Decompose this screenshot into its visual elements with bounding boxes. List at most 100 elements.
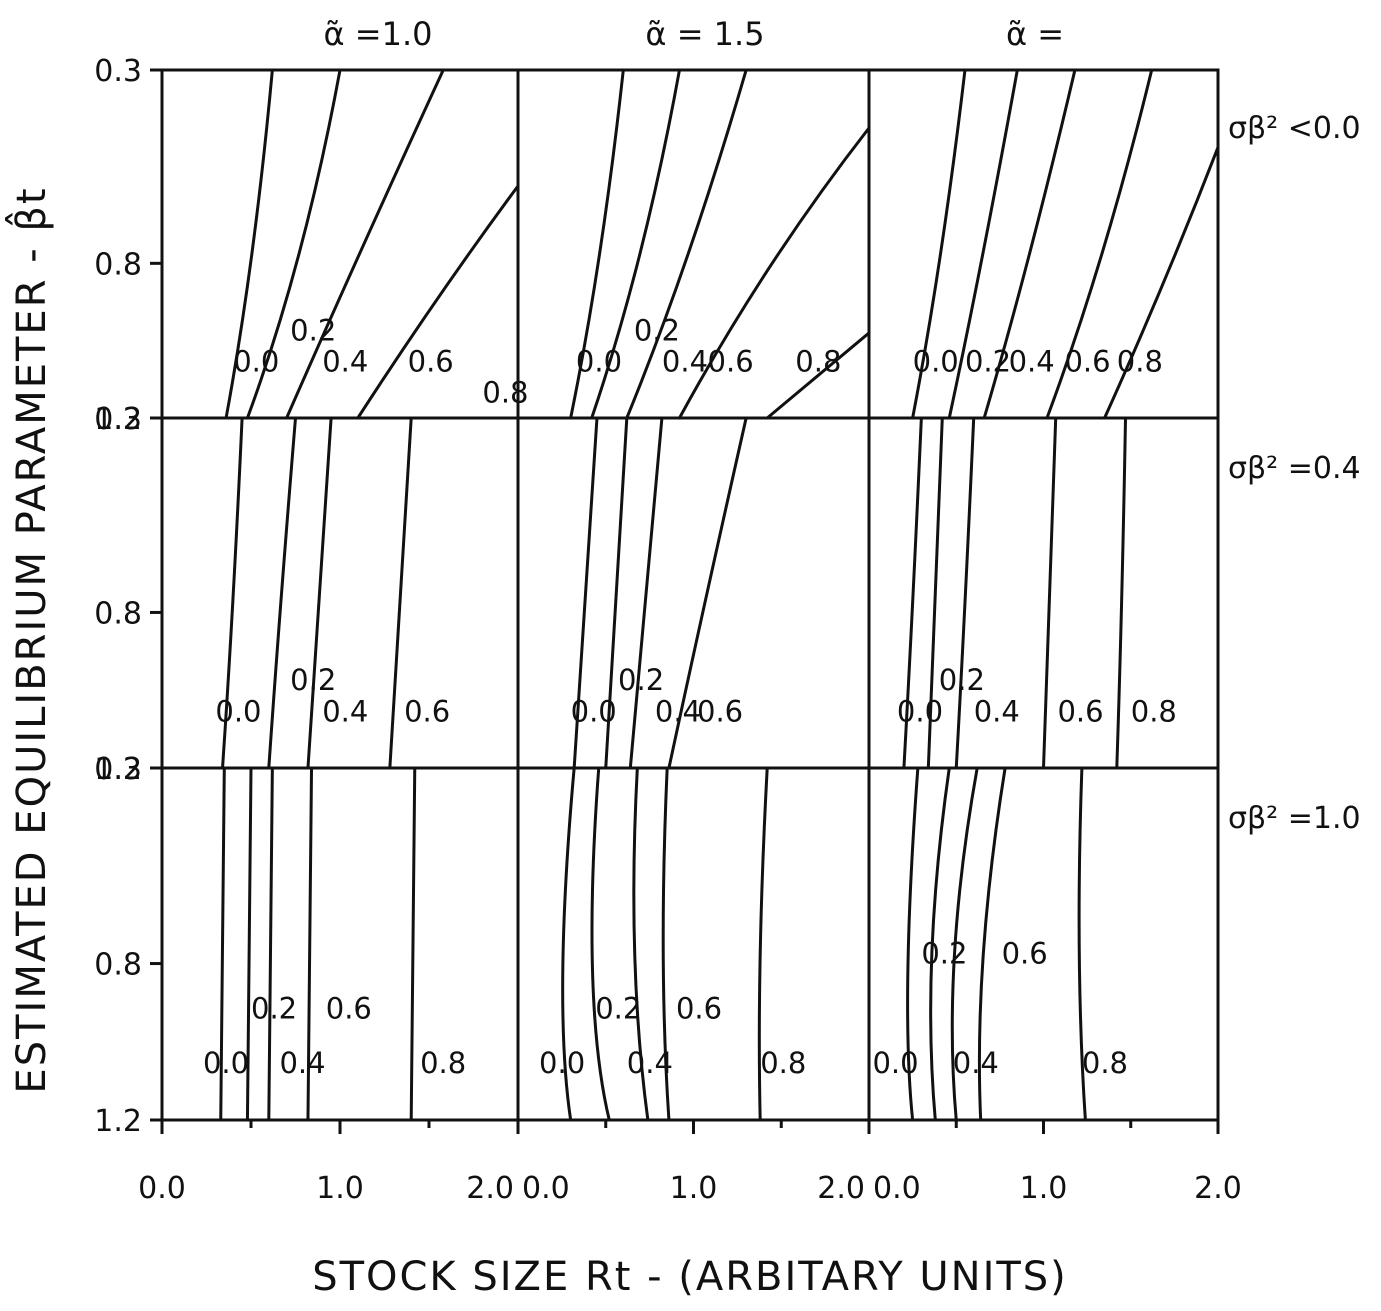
y-tick-label-r2-0.8: 0.8: [94, 596, 142, 631]
contour-label-r2-c1-0.0: 0.0: [215, 694, 261, 728]
contour-label-r1-c3-0.6: 0.6: [1064, 345, 1110, 379]
contour-line-r3-c2-0.8: [757, 766, 769, 1122]
y-tick-label-r2-0.3: 0.3: [94, 402, 142, 437]
contour-label-r1-c2-0.0: 0.0: [576, 345, 622, 379]
axis-ticks: 0.30.81.20.30.81.20.30.81.20.0 1.0 2.0 0.0 1…: [94, 54, 1242, 1206]
y-tick-label-r1-0.3: 0.3: [94, 54, 142, 89]
contour-line-r3-c1-0.2: [245, 766, 253, 1122]
y-tick-label-r2-1.2: 1.2: [94, 752, 142, 787]
contour-line-r1-c3-0.6: [1045, 68, 1154, 420]
contour-label-r2-c1-0.6: 0.6: [404, 694, 450, 728]
contour-line-r1-c2-0.0: [569, 68, 625, 420]
contour-label-r3-c1-0.8: 0.8: [420, 1046, 466, 1080]
contour-label-r2-c2-0.2: 0.2: [618, 663, 664, 697]
x-tick-label-c1-0.0: 0.0: [138, 1171, 186, 1206]
panel-frames: [160, 68, 1220, 1122]
contour-line-r1-c2-0.8: [765, 331, 871, 420]
contour-line-r3-c1-0.6: [306, 766, 314, 1122]
contour-line-r3-c3-0.2: [929, 766, 951, 1122]
contour-label-r3-c2-0.8: 0.8: [760, 1046, 806, 1080]
contour-label-r1-c2-0.4: 0.4: [662, 345, 708, 379]
x-tick-label-c3-2.0: 2.0: [1194, 1171, 1242, 1206]
contour-line-r3-c2-0.0: [561, 766, 576, 1122]
x-tick-label-c2-0.0: 0.0: [522, 1171, 570, 1206]
contour-label-r1-c1-0.2: 0.2: [290, 314, 336, 348]
contour-label-r2-c1-0.4: 0.4: [322, 694, 368, 728]
contour-line-r3-c3-0.0: [906, 766, 920, 1122]
contour-label-r1-c2-0.2: 0.2: [634, 314, 680, 348]
contour-label-r3-c3-0.2: 0.2: [921, 937, 967, 971]
x-tick-label-c2-1.0: 1.0: [670, 1171, 718, 1206]
y-tick-label-r1-1.2: 1.2: [94, 402, 142, 437]
contour-line-r2-c2-0.2: [604, 416, 629, 770]
x-axis-label: STOCK SIZE Rt - (ARBITARY UNITS): [312, 1254, 1068, 1300]
contour-label-r1-c3-0.2: 0.2: [965, 345, 1011, 379]
contour-level-labels: 0.00.20.4 0.60.80.00.20.4 0.6 0.8 0.0 0.20.4 0…: [203, 314, 1177, 1080]
contour-label-r3-c1-0.0: 0.0: [203, 1046, 249, 1080]
y-tick-label-r3-0.8: 0.8: [94, 948, 142, 983]
contour-line-r1-c1-0.2: [245, 68, 342, 420]
contour-line-r1-c3-0.0: [911, 68, 967, 420]
contour-label-r1-c1-0.0: 0.0: [233, 345, 279, 379]
contour-line-r2-c1-0.2: [267, 416, 297, 770]
contour-line-r3-c1-0.8: [409, 766, 417, 1122]
y-tick-label-r3-0.3: 0.3: [94, 752, 142, 787]
contour-label-r2-c2-0.4: 0.4: [655, 694, 701, 728]
contour-label-r1-c1-0.4: 0.4: [322, 345, 368, 379]
contour-label-r3-c3-0.8: 0.8: [1082, 1046, 1128, 1080]
contour-line-r2-c2-0.0: [572, 416, 599, 770]
column-title-1: α̃ =1.0: [324, 15, 433, 53]
contour-line-r1-c1-0.6: [356, 184, 520, 420]
contour-line-r3-c3-0.4: [950, 766, 979, 1122]
contour-label-r1-c1-0.8: 0.8: [482, 376, 528, 410]
contour-label-r2-c3-0.6: 0.6: [1057, 694, 1103, 728]
y-tick-label-r1-0.8: 0.8: [94, 247, 142, 282]
contour-line-r2-c1-0.0: [221, 416, 244, 770]
x-tick-label-c1-2.0: 2.0: [466, 1171, 514, 1206]
contour-line-r2-c2-0.6: [667, 416, 748, 770]
contour-label-r2-c3-0.2: 0.2: [939, 663, 985, 697]
contour-line-r2-c2-0.4: [628, 416, 664, 770]
contour-line-r2-c3-0.8: [1115, 416, 1128, 770]
row-title-2: σβ² =0.4: [1228, 451, 1361, 486]
contour-line-r1-c2-0.2: [590, 68, 681, 420]
contour-line-r1-c3-0.4: [982, 68, 1077, 420]
row-title-3: σβ² =1.0: [1228, 801, 1361, 836]
contour-label-r1-c2-0.8: 0.8: [795, 345, 841, 379]
x-tick-label-c3-0.0: 0.0: [873, 1171, 921, 1206]
x-tick-label-c1-1.0: 1.0: [316, 1171, 364, 1206]
x-tick-label-c2-2.0: 2.0: [817, 1171, 865, 1206]
contour-label-r1-c3-0.8: 0.8: [1117, 345, 1163, 379]
contour-label-r3-c3-0.4: 0.4: [953, 1046, 999, 1080]
contour-line-r1-c1-0.4: [285, 68, 445, 420]
contour-line-r2-c1-0.4: [306, 416, 333, 770]
contour-line-r1-c3-0.8: [1103, 145, 1220, 420]
contour-line-r3-c2-0.6: [661, 766, 671, 1122]
contour-label-r1-c3-0.0: 0.0: [913, 345, 959, 379]
contour-line-r3-c1-0.0: [219, 766, 226, 1122]
contour-label-r2-c3-0.0: 0.0: [897, 694, 943, 728]
contour-label-r1-c2-0.6: 0.6: [708, 345, 754, 379]
contour-label-r3-c2-0.4: 0.4: [627, 1046, 673, 1080]
contour-label-r2-c3-0.8: 0.8: [1131, 694, 1177, 728]
column-title-2: α̃ = 1.5: [645, 15, 764, 53]
contour-label-r3-c1-0.4: 0.4: [279, 1046, 325, 1080]
contour-label-r2-c3-0.4: 0.4: [974, 694, 1020, 728]
contour-line-r3-c2-0.4: [632, 766, 650, 1122]
contour-line-r2-c3-0.4: [954, 416, 976, 770]
column-title-3: α̃ =: [1006, 15, 1064, 53]
contour-label-r3-c2-0.0: 0.0: [539, 1046, 585, 1080]
contour-label-r3-c2-0.6: 0.6: [676, 991, 722, 1025]
contour-line-r2-c3-0.2: [926, 416, 944, 770]
contour-label-r2-c2-0.6: 0.6: [697, 694, 743, 728]
contour-label-r3-c3-0.0: 0.0: [872, 1046, 918, 1080]
contour-line-r2-c3-0.6: [1042, 416, 1058, 770]
contour-label-r2-c2-0.0: 0.0: [571, 694, 617, 728]
contour-line-r3-c1-0.4: [267, 766, 274, 1122]
contour-lines: [219, 68, 1220, 1122]
contour-line-r3-c2-0.2: [590, 766, 611, 1122]
y-axis-label: ESTIMATED EQUILIBRIUM PARAMETER - β̂t: [5, 186, 55, 1093]
contour-line-r3-c3-0.8: [1077, 766, 1087, 1122]
x-tick-label-c3-1.0: 1.0: [1020, 1171, 1068, 1206]
